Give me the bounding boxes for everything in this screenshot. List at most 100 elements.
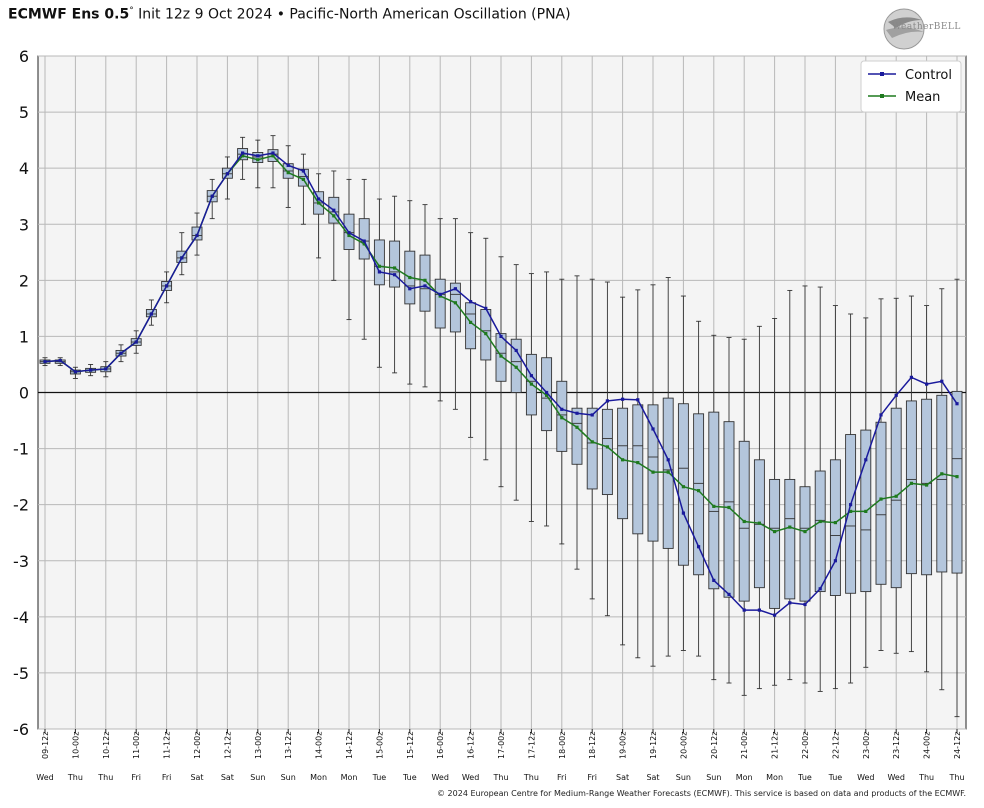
mean-point <box>499 354 503 358</box>
x-tick-label: 15-12z <box>406 732 415 759</box>
title-separator: • <box>276 6 285 23</box>
box-iqr <box>449 282 461 333</box>
control-point <box>955 402 959 406</box>
y-tick-label: -4 <box>13 608 29 627</box>
control-point <box>225 172 229 176</box>
mean-point <box>666 470 670 474</box>
mean-point <box>651 470 655 474</box>
x-tick-label: 16-00z <box>436 732 445 759</box>
legend-mean-marker <box>880 94 884 98</box>
box-iqr <box>586 407 598 490</box>
box-whisker <box>617 296 629 646</box>
mean-point <box>803 529 807 534</box>
day-label: Thu <box>918 773 934 782</box>
day-label: Wed <box>857 773 874 782</box>
control-point <box>636 398 640 402</box>
legend: Control Mean <box>860 60 962 113</box>
x-tick-label: 09-12z <box>41 732 50 759</box>
mean-point <box>377 264 381 268</box>
control-point <box>271 151 275 155</box>
mean-point <box>438 294 442 298</box>
x-tick-label: 17-00z <box>497 732 506 759</box>
control-point <box>73 370 77 374</box>
mean-point <box>894 494 898 498</box>
box-whisker <box>799 285 811 684</box>
control-point <box>666 458 670 462</box>
weatherbell-logo <box>883 8 925 50</box>
control-point <box>818 587 822 591</box>
box-whisker <box>571 275 583 570</box>
x-tick-label: 12-12z <box>223 732 232 759</box>
box-whisker <box>434 218 446 402</box>
x-tick-label: 18-12z <box>588 732 597 759</box>
box-iqr <box>951 390 963 574</box>
box-iqr <box>769 478 781 609</box>
box-whisker <box>936 288 948 691</box>
box-whisker <box>814 286 826 692</box>
box-iqr <box>632 404 644 535</box>
mean-point <box>788 525 792 529</box>
mean-point <box>317 201 321 205</box>
day-label: Wed <box>431 773 448 782</box>
x-axis: 09-12z Wed 10-00z Thu 10-12z Thu 11-00z Fri 11-1… <box>36 729 965 782</box>
x-tick-label: 20-00z <box>679 732 688 759</box>
mean-point <box>271 154 275 158</box>
mean-point <box>590 440 594 444</box>
mean-point <box>864 509 868 513</box>
control-point <box>377 270 381 274</box>
box-iqr <box>601 408 613 496</box>
x-tick-label: 13-00z <box>254 732 263 759</box>
y-tick-label: 3 <box>19 215 29 234</box>
day-label: Wed <box>462 773 479 782</box>
box-iqr <box>845 434 857 594</box>
control-point <box>180 256 184 260</box>
control-point <box>256 154 260 158</box>
x-tick-label: 16-12z <box>467 732 476 759</box>
mean-point <box>697 489 701 493</box>
box-iqr <box>252 152 264 164</box>
control-point <box>134 340 138 344</box>
control-point <box>651 427 655 431</box>
day-label: Thu <box>523 773 539 782</box>
mean-point <box>469 320 473 324</box>
mean-point <box>818 519 822 524</box>
box-iqr <box>434 278 446 329</box>
mean-point <box>514 365 518 369</box>
legend-control-label: Control <box>905 68 952 83</box>
control-point <box>438 292 442 296</box>
y-axis: 6 5 4 3 2 1 0 -1 -2 -3 -4 -5 -6 <box>13 47 29 739</box>
control-point <box>590 413 594 417</box>
mean-point <box>833 521 837 525</box>
box-iqr <box>890 407 902 589</box>
legend-mean-label: Mean <box>905 90 940 105</box>
day-label: Fri <box>557 773 567 782</box>
logo-text: WeatherBELL <box>892 22 961 32</box>
control-point <box>909 375 913 379</box>
day-label: Tue <box>402 773 417 782</box>
y-tick-label: -2 <box>13 496 29 515</box>
control-point <box>529 374 533 378</box>
box-iqr <box>693 413 705 576</box>
control-point <box>43 360 47 364</box>
mean-point <box>560 416 564 420</box>
box-whisker <box>419 204 431 388</box>
control-point <box>681 511 685 515</box>
mean-point <box>909 481 913 485</box>
box-whisker <box>693 320 705 657</box>
control-point <box>727 592 731 596</box>
control-point <box>195 233 199 238</box>
y-tick-label: -5 <box>13 664 29 683</box>
mean-point <box>453 301 457 305</box>
day-label: Sun <box>706 773 721 782</box>
box-whisker <box>784 289 796 681</box>
mean-point <box>241 154 245 158</box>
control-point <box>393 273 397 277</box>
y-tick-label: 2 <box>19 271 29 290</box>
mean-point <box>332 214 336 218</box>
control-point <box>484 306 488 310</box>
box-iqr <box>708 411 720 590</box>
x-tick-label: 21-00z <box>740 732 749 759</box>
y-tick-label: 6 <box>19 47 29 66</box>
mean-point <box>362 242 366 246</box>
control-point <box>286 163 290 167</box>
